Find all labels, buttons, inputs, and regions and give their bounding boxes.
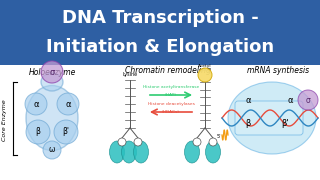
Text: ω: ω: [49, 145, 55, 154]
Text: α: α: [245, 96, 251, 105]
Circle shape: [134, 138, 142, 146]
Text: β: β: [36, 127, 40, 136]
Text: Holoenzyme: Holoenzyme: [28, 68, 76, 76]
Text: 5': 5': [217, 134, 221, 140]
Ellipse shape: [185, 141, 199, 163]
Circle shape: [41, 61, 63, 83]
Text: Core Enzyme: Core Enzyme: [3, 99, 7, 141]
Text: α: α: [33, 100, 39, 109]
Ellipse shape: [41, 73, 63, 91]
Ellipse shape: [26, 86, 78, 150]
Text: α: α: [287, 96, 293, 105]
Ellipse shape: [228, 82, 316, 154]
Ellipse shape: [133, 141, 148, 163]
Text: (HDACs): (HDACs): [162, 110, 180, 114]
Text: β: β: [245, 120, 251, 129]
Text: Lysine: Lysine: [123, 71, 138, 76]
Circle shape: [298, 90, 318, 110]
Text: β': β': [62, 127, 69, 136]
Circle shape: [198, 68, 212, 82]
Text: σ: σ: [306, 96, 310, 105]
Text: Histone deacetylases: Histone deacetylases: [148, 102, 195, 106]
Text: DNA Transcription -: DNA Transcription -: [62, 9, 258, 27]
Text: β': β': [281, 120, 289, 129]
FancyBboxPatch shape: [235, 101, 303, 135]
Circle shape: [57, 93, 79, 115]
Text: Initiation & Elongation: Initiation & Elongation: [46, 38, 274, 56]
Circle shape: [25, 93, 47, 115]
Circle shape: [118, 138, 126, 146]
Text: Acetyl
group: Acetyl group: [198, 64, 212, 72]
Ellipse shape: [205, 141, 220, 163]
Circle shape: [209, 138, 217, 146]
Text: (HAT): (HAT): [165, 93, 177, 97]
Circle shape: [43, 141, 61, 159]
Ellipse shape: [109, 141, 124, 163]
Circle shape: [54, 120, 78, 144]
Text: Chromatin remodeling: Chromatin remodeling: [125, 66, 211, 75]
Text: Histone acetyltransferase: Histone acetyltransferase: [143, 85, 199, 89]
Text: α: α: [65, 100, 71, 109]
Ellipse shape: [122, 141, 137, 163]
Circle shape: [193, 138, 201, 146]
Bar: [0, 0, 320, 65]
Text: σ: σ: [49, 68, 55, 76]
Circle shape: [26, 120, 50, 144]
Text: mRNA synthesis: mRNA synthesis: [247, 66, 309, 75]
